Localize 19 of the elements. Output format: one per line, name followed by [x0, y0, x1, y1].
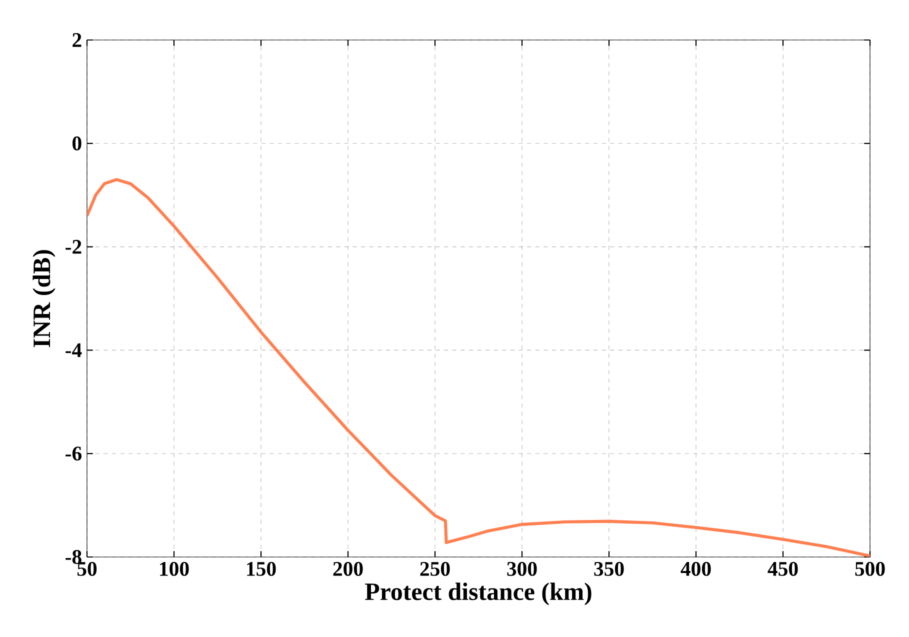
x-tick-label: 300 — [507, 562, 537, 576]
x-tick-label: 350 — [594, 562, 624, 576]
x-tick-label: 50 — [77, 562, 97, 576]
y-tick-label: 2 — [72, 33, 82, 47]
x-tick-label: 250 — [420, 562, 450, 576]
y-tick-label: 0 — [72, 136, 82, 150]
y-tick-label: -8 — [66, 550, 82, 564]
y-tick-label: -4 — [66, 343, 82, 358]
x-axis-title: Protect distance (km) — [365, 582, 592, 606]
y-tick-label: -2 — [66, 240, 82, 254]
x-tick-label: 450 — [768, 562, 798, 576]
line-series — [87, 178, 870, 557]
y-tick-label: -6 — [66, 446, 82, 461]
x-tick-label: 400 — [680, 562, 711, 576]
x-tick-label: 500 — [855, 562, 885, 576]
x-tick-label: 150 — [247, 562, 276, 576]
y-axis-title: INR (dB) — [32, 250, 56, 348]
x-tick-label: 200 — [333, 562, 363, 576]
x-tick-label: 100 — [160, 562, 189, 576]
